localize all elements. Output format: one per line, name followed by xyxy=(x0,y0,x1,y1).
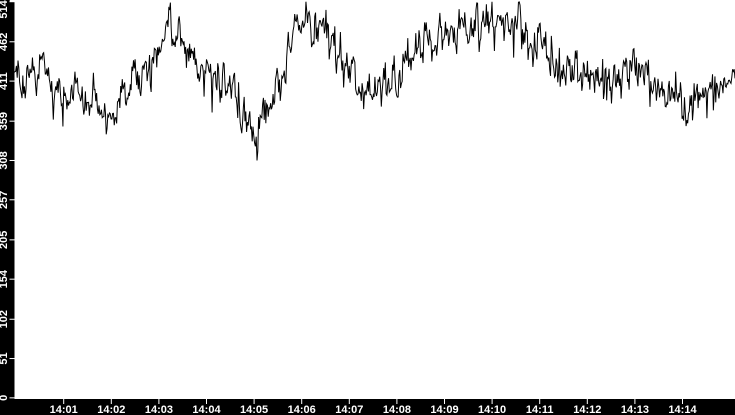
svg-text:14:01: 14:01 xyxy=(50,404,78,415)
svg-text:0: 0 xyxy=(0,395,10,401)
svg-text:14:03: 14:03 xyxy=(145,404,173,415)
svg-text:14:13: 14:13 xyxy=(621,404,649,415)
svg-text:514: 514 xyxy=(0,0,10,19)
svg-text:411: 411 xyxy=(0,72,10,90)
svg-text:14:06: 14:06 xyxy=(288,404,316,415)
svg-text:14:02: 14:02 xyxy=(97,404,125,415)
svg-text:14:14: 14:14 xyxy=(668,404,697,415)
svg-text:102: 102 xyxy=(0,310,10,328)
svg-text:14:07: 14:07 xyxy=(335,404,363,415)
svg-text:205: 205 xyxy=(0,231,10,249)
svg-text:154: 154 xyxy=(0,269,10,288)
svg-text:308: 308 xyxy=(0,151,10,169)
svg-text:257: 257 xyxy=(0,191,10,209)
svg-text:14:04: 14:04 xyxy=(192,404,221,415)
svg-text:462: 462 xyxy=(0,33,10,51)
svg-text:51: 51 xyxy=(0,352,10,364)
svg-text:14:08: 14:08 xyxy=(383,404,411,415)
svg-text:14:12: 14:12 xyxy=(573,404,601,415)
svg-text:359: 359 xyxy=(0,112,10,130)
svg-text:14:10: 14:10 xyxy=(478,404,506,415)
svg-text:14:09: 14:09 xyxy=(430,404,458,415)
svg-text:14:11: 14:11 xyxy=(526,404,554,415)
svg-text:14:05: 14:05 xyxy=(240,404,268,415)
